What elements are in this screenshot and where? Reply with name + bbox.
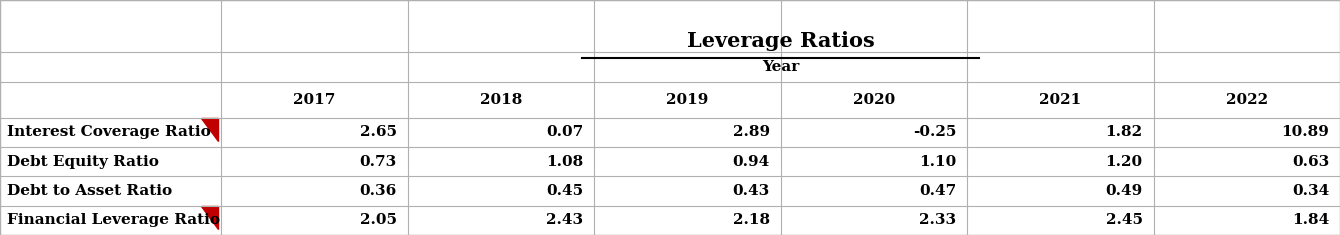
Text: 1.84: 1.84 <box>1292 213 1329 227</box>
Text: Financial Leverage Ratio: Financial Leverage Ratio <box>7 213 220 227</box>
Text: 2019: 2019 <box>666 93 709 107</box>
Text: 1.82: 1.82 <box>1106 125 1143 139</box>
Text: 2.33: 2.33 <box>919 213 957 227</box>
Text: 0.94: 0.94 <box>733 155 769 168</box>
Text: 2.89: 2.89 <box>733 125 769 139</box>
Text: 0.47: 0.47 <box>919 184 957 198</box>
Text: 2.43: 2.43 <box>547 213 583 227</box>
Polygon shape <box>201 206 218 229</box>
Text: 2.18: 2.18 <box>733 213 769 227</box>
Text: 0.36: 0.36 <box>359 184 397 198</box>
Text: 0.34: 0.34 <box>1292 184 1329 198</box>
Text: 0.63: 0.63 <box>1292 155 1329 168</box>
Text: 2.05: 2.05 <box>360 213 397 227</box>
Text: 1.20: 1.20 <box>1106 155 1143 168</box>
Text: 10.89: 10.89 <box>1281 125 1329 139</box>
Text: 0.07: 0.07 <box>547 125 583 139</box>
Text: -0.25: -0.25 <box>913 125 957 139</box>
Text: Year: Year <box>762 60 799 74</box>
Text: 0.73: 0.73 <box>359 155 397 168</box>
Text: 2.45: 2.45 <box>1106 213 1143 227</box>
Text: 0.49: 0.49 <box>1106 184 1143 198</box>
Text: 2018: 2018 <box>480 93 523 107</box>
Text: Interest Coverage Ratio: Interest Coverage Ratio <box>7 125 210 139</box>
Text: 2021: 2021 <box>1038 93 1081 107</box>
Text: Debt Equity Ratio: Debt Equity Ratio <box>7 155 158 168</box>
Text: Debt to Asset Ratio: Debt to Asset Ratio <box>7 184 172 198</box>
Text: 1.10: 1.10 <box>919 155 957 168</box>
Polygon shape <box>201 118 218 141</box>
Text: 2.65: 2.65 <box>360 125 397 139</box>
Text: Leverage Ratios: Leverage Ratios <box>686 31 875 51</box>
Text: 2017: 2017 <box>293 93 335 107</box>
Text: 2022: 2022 <box>1226 93 1268 107</box>
Text: 0.43: 0.43 <box>733 184 769 198</box>
Text: 0.45: 0.45 <box>547 184 583 198</box>
Text: 2020: 2020 <box>852 93 895 107</box>
Text: 1.08: 1.08 <box>547 155 583 168</box>
